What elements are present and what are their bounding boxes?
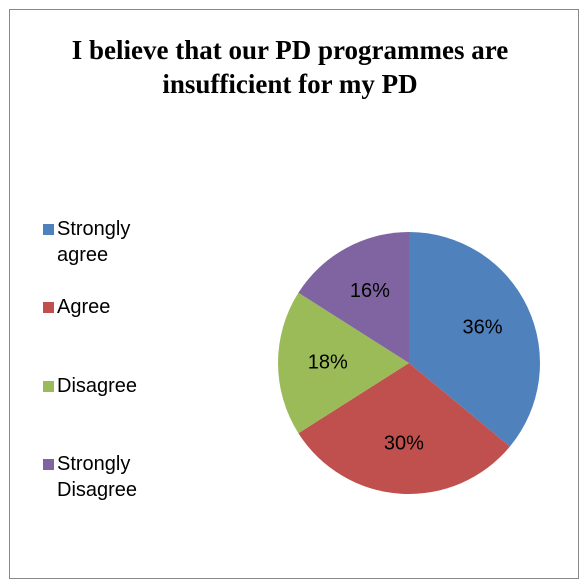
chart-title: I believe that our PD programmes are ins…	[71, 35, 509, 99]
data-label: 16%	[350, 280, 390, 302]
legend-label: Strongly Disagree	[57, 453, 138, 501]
pie-slice	[298, 232, 409, 363]
data-label: 30%	[384, 432, 424, 454]
data-label: 18%	[308, 351, 348, 373]
pie-slice	[409, 232, 540, 447]
legend-label: Strongly agree	[57, 218, 131, 266]
legend-label: Disagree	[57, 375, 138, 397]
pie-slice	[298, 363, 510, 495]
legend-swatch	[43, 381, 54, 392]
legend-swatch	[43, 224, 54, 235]
data-label: 36%	[462, 317, 502, 339]
pie-slice	[278, 292, 409, 434]
legend-swatch	[43, 459, 54, 470]
legend-swatch	[43, 302, 54, 313]
legend-label: Agree	[57, 296, 111, 318]
